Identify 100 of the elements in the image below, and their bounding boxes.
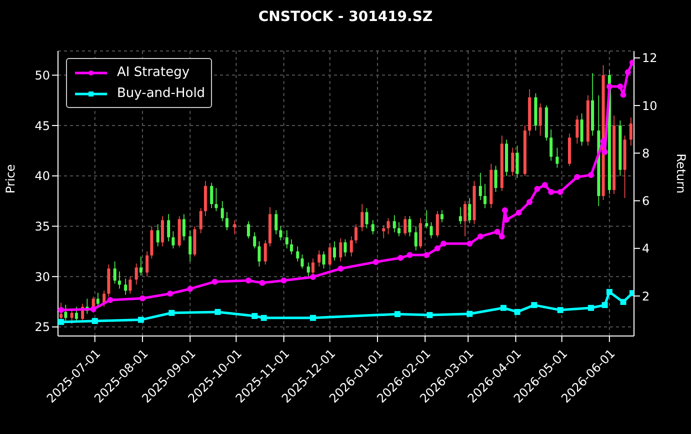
y2-tick-label: 10 (642, 98, 658, 113)
y-axis-title: Price (3, 164, 18, 194)
point (394, 311, 400, 318)
point (90, 306, 96, 312)
y2-tick-label: 2 (642, 289, 650, 304)
candlestick (300, 254, 304, 269)
candlestick (296, 246, 300, 262)
candlestick (96, 292, 100, 308)
point (214, 308, 221, 315)
candlestick (484, 184, 487, 208)
point (531, 302, 538, 308)
point (406, 252, 413, 258)
point (58, 318, 64, 325)
point (624, 69, 631, 76)
y2-axis-title: Return (674, 154, 688, 194)
candlestick (397, 222, 400, 237)
point (245, 278, 252, 284)
candlestick (210, 182, 214, 208)
candlestick (365, 208, 368, 229)
candlestick (328, 242, 332, 267)
candlestick (404, 216, 407, 236)
point (398, 254, 404, 261)
point (310, 314, 316, 321)
candlestick (392, 214, 396, 233)
candlestick (576, 115, 579, 144)
candlestick (74, 306, 78, 322)
candlestick (274, 210, 278, 235)
candlestick (360, 204, 364, 232)
candlestick (425, 210, 428, 229)
point (466, 310, 473, 317)
candlestick (290, 238, 293, 255)
y2-tick-label: 12 (642, 51, 658, 66)
candlestick (478, 172, 482, 200)
point (280, 278, 287, 284)
point (440, 240, 447, 247)
candlestick (538, 102, 542, 136)
candlestick (139, 256, 142, 276)
candlestick (494, 165, 498, 192)
candlestick (468, 198, 472, 224)
candlestick (511, 147, 514, 176)
candlestick (214, 188, 218, 212)
point (494, 228, 500, 235)
candlestick (629, 117, 632, 146)
point (310, 274, 316, 280)
point (260, 314, 267, 321)
legend-label: Buy-and-Hold (117, 86, 206, 101)
point (606, 83, 612, 90)
candlestick (436, 210, 439, 238)
candlestick (246, 220, 250, 239)
y-tick-label: 40 (34, 169, 50, 184)
point (477, 233, 484, 240)
candlestick (220, 200, 224, 222)
candlestick (182, 214, 186, 241)
point (534, 186, 540, 192)
point (139, 295, 146, 302)
chart-title: CNSTOCK - 301419.SZ (257, 9, 434, 25)
point (526, 198, 533, 205)
point (500, 304, 506, 311)
point (107, 297, 114, 304)
point (548, 188, 554, 195)
candlestick (382, 224, 386, 239)
candlestick (279, 226, 282, 241)
point (466, 240, 473, 247)
point (252, 313, 258, 319)
legend-label: AI Strategy (117, 65, 190, 80)
point (514, 308, 520, 315)
candlestick (408, 216, 412, 237)
y-tick-label: 30 (34, 270, 50, 284)
candlestick (332, 240, 336, 261)
point (602, 302, 608, 308)
y2-tick-label: 6 (642, 194, 650, 208)
candlestick (516, 145, 519, 178)
candlestick (418, 218, 422, 249)
candlestick (118, 271, 121, 290)
point (426, 312, 433, 318)
point (92, 318, 98, 324)
point (588, 172, 594, 178)
point (620, 298, 626, 305)
y2-tick-label: 4 (642, 242, 650, 256)
candlestick (556, 147, 559, 168)
y-tick-label: 25 (34, 320, 50, 334)
point (498, 233, 505, 240)
candlestick (318, 250, 321, 267)
point (588, 304, 594, 311)
y-tick-label: 35 (34, 219, 50, 234)
point (629, 290, 634, 296)
candlestick (458, 206, 462, 225)
candlestick (124, 278, 128, 296)
point (602, 148, 608, 155)
candlestick (430, 222, 433, 239)
point (502, 207, 508, 214)
candlestick (344, 238, 347, 257)
point (617, 83, 624, 90)
candlestick (146, 251, 149, 277)
candlestick (258, 240, 261, 267)
point (338, 266, 344, 272)
y-tick-label: 45 (34, 118, 50, 133)
candlestick (264, 240, 267, 265)
candlestick (172, 230, 175, 249)
candlestick (580, 113, 584, 146)
